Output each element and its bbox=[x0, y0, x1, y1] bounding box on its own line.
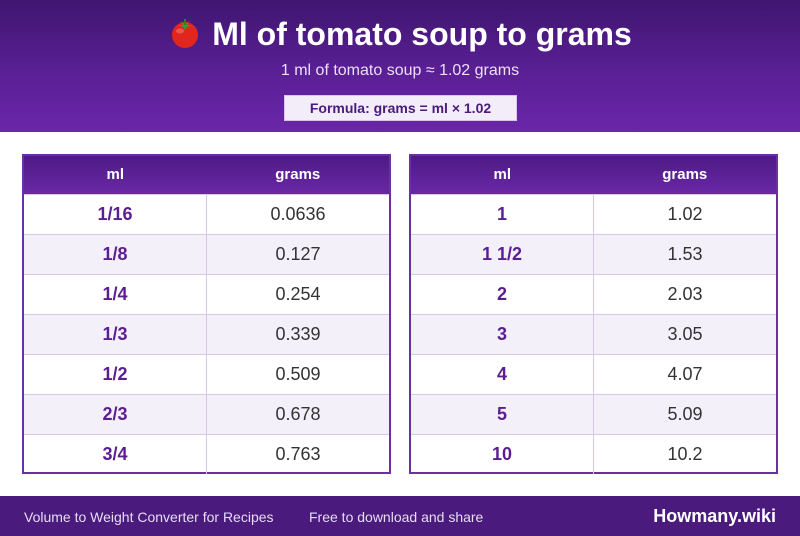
ml-cell: 1 1/2 bbox=[411, 235, 594, 274]
table-header: ml grams bbox=[24, 156, 389, 194]
ml-cell: 2/3 bbox=[24, 395, 207, 434]
table-row: 5 5.09 bbox=[411, 394, 776, 434]
table-row: 2 2.03 bbox=[411, 274, 776, 314]
table-row: 1/3 0.339 bbox=[24, 314, 389, 354]
footer-description: Volume to Weight Converter for Recipes bbox=[24, 509, 274, 525]
page-subtitle: 1 ml of tomato soup ≈ 1.02 grams bbox=[280, 62, 520, 79]
ml-cell: 1/16 bbox=[24, 195, 207, 234]
table-row: 1/4 0.254 bbox=[24, 274, 389, 314]
table-row: 1/2 0.509 bbox=[24, 354, 389, 394]
ml-cell: 3/4 bbox=[24, 435, 207, 474]
ml-cell: 1/3 bbox=[24, 315, 207, 354]
table-header: ml grams bbox=[411, 156, 776, 194]
grams-cell: 1.02 bbox=[667, 204, 703, 224]
grams-cell: 2.03 bbox=[667, 284, 703, 304]
ml-cell: 1 bbox=[411, 195, 594, 234]
ml-cell: 4 bbox=[411, 355, 594, 394]
table-row: 2/3 0.678 bbox=[24, 394, 389, 434]
header-banner: Ml of tomato soup to grams 1 ml of tomat… bbox=[0, 0, 800, 132]
table-row: 4 4.07 bbox=[411, 354, 776, 394]
grams-cell: 0.678 bbox=[275, 404, 321, 424]
ml-cell: 3 bbox=[411, 315, 594, 354]
grams-cell: 3.05 bbox=[667, 324, 703, 344]
ml-cell: 1/8 bbox=[24, 235, 207, 274]
table-row: 1/16 0.0636 bbox=[24, 194, 389, 234]
table-row: 10 10.2 bbox=[411, 434, 776, 474]
conversion-table-large: ml grams 1 1.02 1 1/2 1.53 2 2.03 3 3.05 4 4.… bbox=[409, 154, 778, 474]
table-row: 3/4 0.763 bbox=[24, 434, 389, 474]
conversion-table-small: ml grams 1/16 0.0636 1/8 0.127 1/4 0.254 1/… bbox=[22, 154, 391, 474]
brand-logo-text[interactable]: Howmany.wiki bbox=[653, 506, 776, 526]
grams-cell: 0.339 bbox=[275, 324, 321, 344]
grams-cell: 0.254 bbox=[275, 284, 321, 304]
page-title-text: Ml of tomato soup to grams bbox=[212, 16, 632, 52]
table-row: 1 1/2 1.53 bbox=[411, 234, 776, 274]
ml-cell: 5 bbox=[411, 395, 594, 434]
grams-cell: 0.763 bbox=[275, 444, 321, 464]
table-row: 3 3.05 bbox=[411, 314, 776, 354]
ml-cell: 10 bbox=[411, 435, 594, 474]
ml-cell: 1/4 bbox=[24, 275, 207, 314]
grams-cell: 0.0636 bbox=[270, 204, 326, 224]
grams-cell: 1.53 bbox=[667, 244, 703, 264]
page-title: Ml of tomato soup to grams bbox=[0, 14, 800, 54]
column-header-grams: grams bbox=[662, 166, 708, 183]
formula-badge: Formula: grams = ml × 1.02 bbox=[284, 95, 517, 121]
table-row: 1 1.02 bbox=[411, 194, 776, 234]
grams-cell: 5.09 bbox=[667, 404, 703, 424]
ml-cell: 1/2 bbox=[24, 355, 207, 394]
column-header-ml: ml bbox=[106, 166, 124, 183]
column-header-grams: grams bbox=[275, 166, 321, 183]
column-header-ml: ml bbox=[493, 166, 511, 183]
grams-cell: 10.2 bbox=[667, 444, 703, 464]
grams-cell: 4.07 bbox=[667, 364, 703, 384]
tomato-icon bbox=[172, 19, 199, 48]
ml-cell: 2 bbox=[411, 275, 594, 314]
footer-bar: Volume to Weight Converter for Recipes F… bbox=[0, 496, 800, 536]
grams-cell: 0.127 bbox=[275, 244, 321, 264]
grams-cell: 0.509 bbox=[275, 364, 321, 384]
footer-share-note: Free to download and share bbox=[309, 509, 484, 525]
table-row: 1/8 0.127 bbox=[24, 234, 389, 274]
